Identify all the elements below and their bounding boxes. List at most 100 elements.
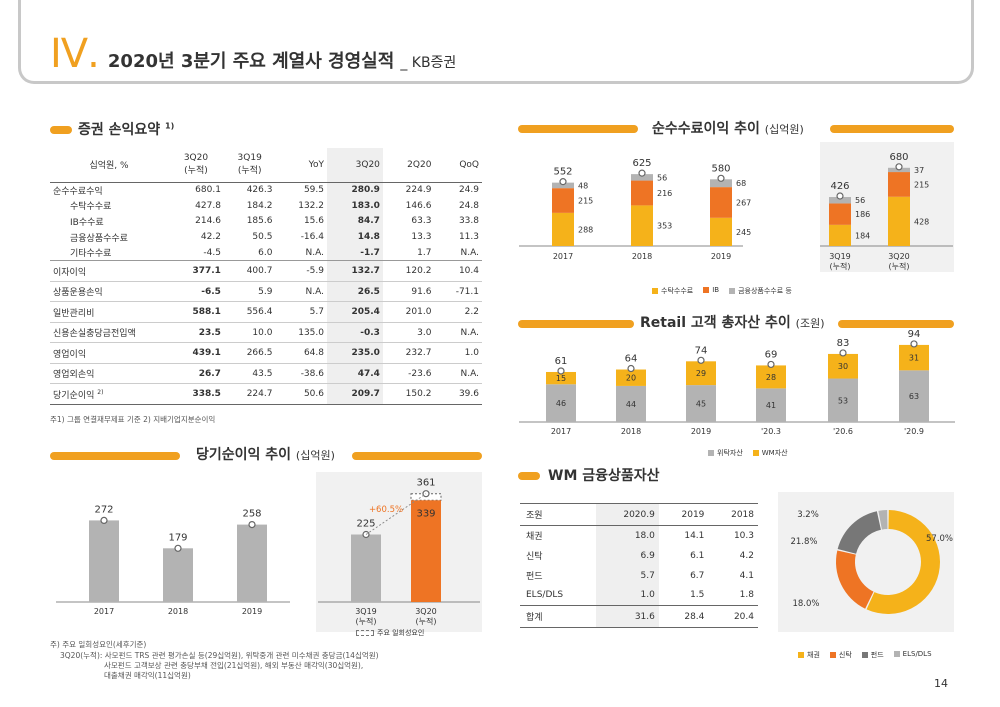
pl-cell: 10.0 xyxy=(223,321,276,343)
wm-header-2020: 2020.9 xyxy=(595,503,659,526)
fee-x-label: 2017 xyxy=(553,252,573,261)
fee-x-label: 2018 xyxy=(632,252,652,261)
pl-cell: 50.6 xyxy=(275,383,327,405)
retail-total-marker xyxy=(627,364,635,373)
fee-total-marker xyxy=(836,192,844,200)
fee-value-label: 186 xyxy=(855,210,870,219)
wm-legend-1-label: 채권 xyxy=(807,651,820,659)
section-pill xyxy=(50,452,180,460)
fee-legend-2: IB xyxy=(703,286,719,296)
wm-row: 펀드 5.7 6.7 4.1 xyxy=(520,565,758,586)
pl-cell: 224.9 xyxy=(405,185,432,196)
ni-x-label: 2018 xyxy=(168,607,188,616)
ni-legend-label: 주요 일회성요인 xyxy=(377,629,425,637)
pl-cell: -23.6 xyxy=(382,362,435,384)
ni-note-1: 주) 주요 일회성요인(세후기준) xyxy=(50,640,147,649)
ni-growth-line xyxy=(365,493,427,535)
pl-row-label: 이자이익 xyxy=(50,260,168,282)
wm-legend-3-label: 펀드 xyxy=(870,651,884,659)
pl-row-label: 상품운용손익 xyxy=(50,280,168,302)
fee-title: 순수수료이익 추이 (십억원) xyxy=(652,118,804,138)
pl-cell: 426.3 xyxy=(246,185,273,196)
pl-cell: 201.0 xyxy=(382,301,435,323)
wm-title: WM 금융상품자산 xyxy=(548,468,660,484)
pl-row: 영업외손익 26.7 43.5 -38.6 47.4 -23.6 N.A. xyxy=(50,362,482,384)
pl-row-label: 순수수료수익 xyxy=(50,182,168,198)
ni-panel-bg xyxy=(316,472,482,632)
wm-row-label: 합계 xyxy=(520,605,596,628)
ni-chart: 272 2017 179 2018 258 2019 225 339 361 +60.5% 3Q19… xyxy=(56,478,480,626)
pl-row-label: 영업외손익 xyxy=(50,362,168,384)
ni-value-label: 179 xyxy=(168,532,187,543)
pl-header-3q19cum: 3Q19 (누적) xyxy=(223,148,276,183)
fee-total-label: 680 xyxy=(889,152,908,163)
retail-total-label: 69 xyxy=(765,349,778,360)
pl-cell: 439.1 xyxy=(168,342,224,364)
pl-cell: -71.1 xyxy=(434,280,482,302)
pl-row-label: 당기순이익 2) xyxy=(50,383,168,405)
retail-x-label: 2019 xyxy=(691,427,711,436)
pl-title-sup: 1) xyxy=(165,121,175,131)
pl-cell: 146.6 xyxy=(405,200,432,211)
page-subtitle: _ KB증권 xyxy=(400,55,457,71)
wm-header-2018: 2018 xyxy=(708,503,758,526)
wm-cell: 5.7 xyxy=(595,565,659,586)
pl-cell: N.A. xyxy=(460,247,479,258)
pl-header-qoq: QoQ xyxy=(434,148,482,183)
pl-cell: 43.5 xyxy=(223,362,276,384)
ni-value-label: 258 xyxy=(242,509,261,520)
pl-cell: 63.3 xyxy=(411,216,432,227)
wm-legend-4-label: ELS/DLS xyxy=(902,650,932,658)
pl-header-3q20cum-a: 3Q20 xyxy=(183,153,209,164)
pl-cell: 556.4 xyxy=(223,301,276,323)
fee-legend-1: 수탁수수료 xyxy=(652,286,693,296)
fee-value-label: 245 xyxy=(736,228,751,237)
pl-header-3q20cum: 3Q20 (누적) xyxy=(168,148,224,183)
wm-cell: 4.2 xyxy=(739,550,754,561)
fee-value-label: 267 xyxy=(736,198,751,207)
fee-value-label: 288 xyxy=(578,225,593,234)
wm-row-label: ELS/DLS xyxy=(526,590,564,601)
pl-header-3q19cum-a: 3Q19 xyxy=(237,153,262,164)
section-pill xyxy=(50,126,72,134)
fee-value-label: 37 xyxy=(914,166,924,175)
wm-cell: 6.7 xyxy=(690,570,705,581)
pl-cell: -4.5 xyxy=(203,247,221,258)
wm-row-label: 채권 xyxy=(526,532,543,543)
retail-value-label: 63 xyxy=(909,392,919,401)
pl-cell: 50.5 xyxy=(252,232,273,243)
pl-cell: 224.7 xyxy=(223,383,276,405)
pl-row: 기타수수료 -4.5 6.0 N.A. -1.7 1.7 N.A. xyxy=(50,245,482,261)
pl-cell: -6.5 xyxy=(168,280,224,302)
ni-marker xyxy=(248,520,256,529)
ni-x-label-sub: (누적) xyxy=(416,616,437,626)
pl-cell: 132.2 xyxy=(298,200,324,211)
fee-value-label: 184 xyxy=(855,231,870,240)
retail-value-label: 28 xyxy=(766,373,776,382)
ni-title-unit: (십억원) xyxy=(295,449,335,462)
retail-x-label: '20.9 xyxy=(904,427,924,436)
pl-cell: 15.6 xyxy=(303,216,324,227)
ni-value-label: 361 xyxy=(416,478,435,489)
wm-cell: 1.8 xyxy=(739,590,754,601)
wm-cell: 4.1 xyxy=(739,570,754,581)
retail-value-label: 46 xyxy=(556,399,566,408)
pl-cell: 1.7 xyxy=(417,247,432,258)
fee-x-label: 3Q19 xyxy=(829,252,851,261)
section-pill xyxy=(518,320,634,328)
retail-total-marker xyxy=(839,349,847,357)
wm-legend-4: ELS/DLS xyxy=(893,650,932,660)
pl-cell: 214.6 xyxy=(195,216,221,227)
pl-cell: 183.0 xyxy=(326,197,383,214)
fee-bar-segment-ib xyxy=(631,180,653,206)
ni-x-label: 2017 xyxy=(94,607,114,616)
retail-value-label: 41 xyxy=(766,401,776,410)
section-numeral-dot: . xyxy=(87,31,100,77)
pl-title: 증권 손익요약 1) xyxy=(78,119,174,139)
ni-legend-swatch xyxy=(356,630,374,636)
fee-total-marker xyxy=(717,174,725,182)
pl-cell: 120.2 xyxy=(382,260,435,282)
wm-cell: 18.0 xyxy=(595,525,659,546)
pl-cell: 588.1 xyxy=(168,301,224,323)
wm-legend-2-label: 신탁 xyxy=(838,651,852,659)
